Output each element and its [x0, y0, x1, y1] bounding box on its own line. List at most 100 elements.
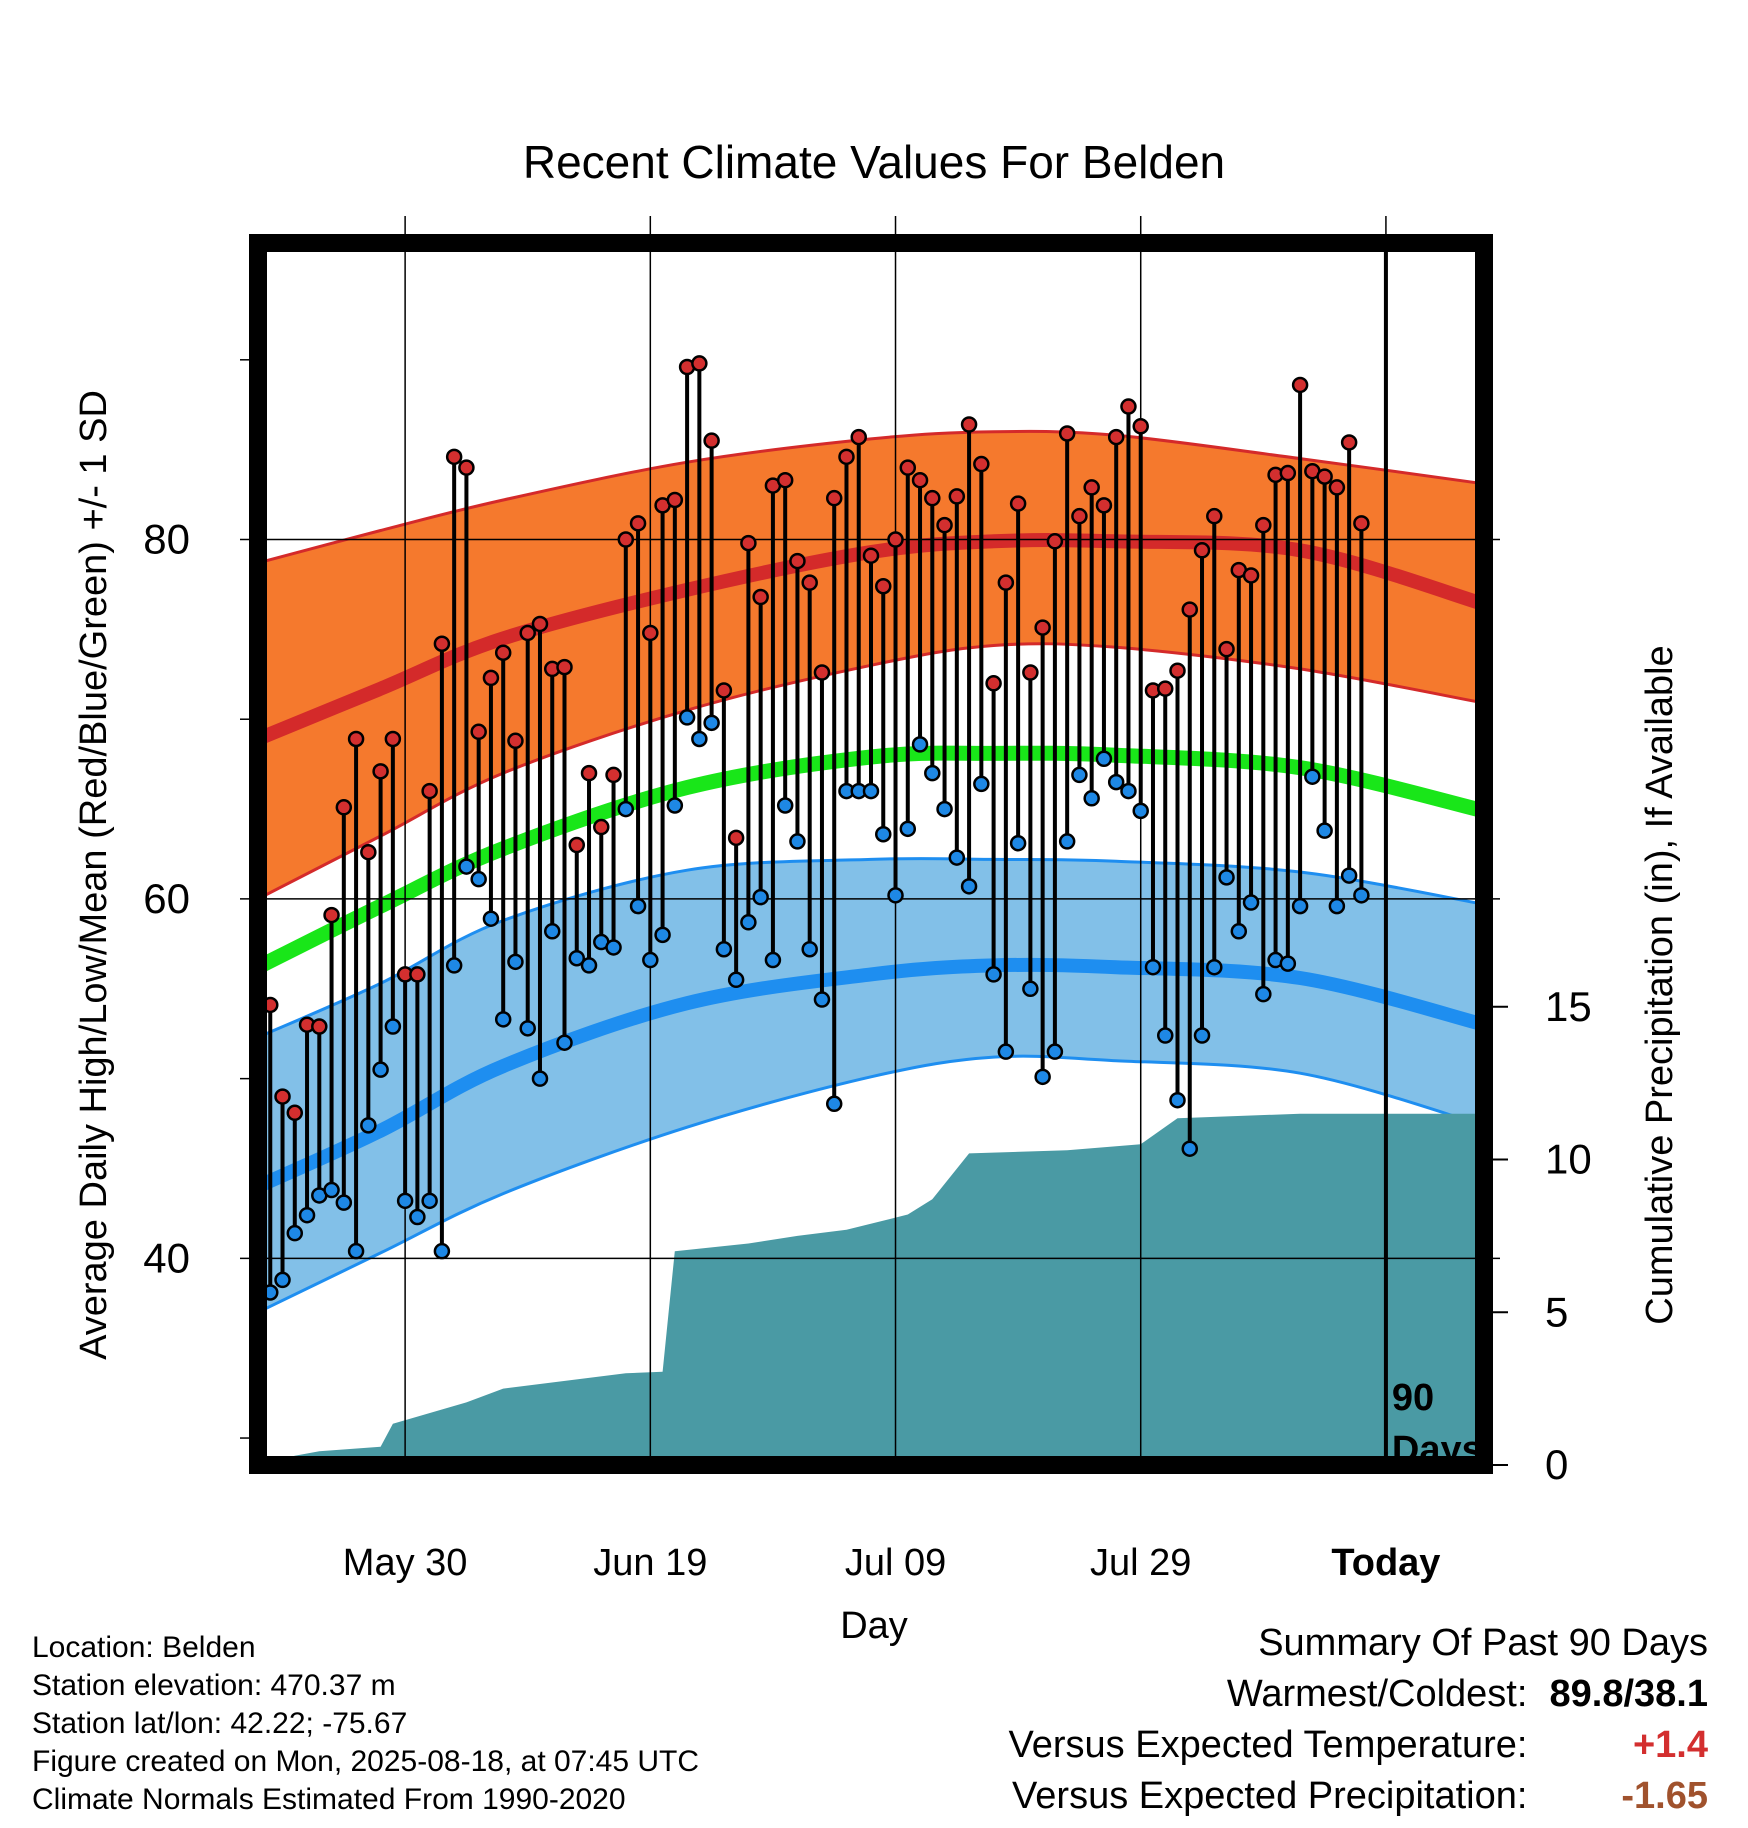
- y2-tick-label: 5: [1545, 1288, 1568, 1335]
- low-point: [654, 926, 671, 944]
- high-point: [445, 448, 463, 466]
- high-point: [1353, 515, 1370, 532]
- high-point: [519, 624, 536, 642]
- today-marker-label: 90: [1392, 1377, 1434, 1419]
- high-point: [556, 658, 573, 676]
- high-point: [1181, 601, 1199, 618]
- y-axis-label: Average Daily High/Low/Mean (Red/Blue/Gr…: [73, 390, 115, 1360]
- low-point: [1046, 1043, 1064, 1060]
- low-point: [936, 800, 953, 818]
- low-point: [1132, 802, 1149, 820]
- precip-value: -1.65: [1621, 1775, 1708, 1817]
- high-point: [311, 1018, 328, 1035]
- high-point: [936, 516, 953, 534]
- y-tick-label: 40: [143, 1234, 190, 1281]
- low-point: [347, 1242, 365, 1260]
- y2-tick-label: 10: [1545, 1136, 1592, 1183]
- high-point: [1095, 497, 1113, 514]
- high-point: [433, 635, 451, 652]
- low-point: [678, 709, 696, 726]
- high-point: [1328, 479, 1346, 496]
- low-point: [911, 736, 929, 753]
- low-point: [1316, 822, 1333, 839]
- station-info: Location: Belden Station elevation: 470.…: [32, 1629, 699, 1819]
- high-point: [789, 552, 806, 570]
- warm-cold-value: 89.8/38.1: [1549, 1673, 1708, 1715]
- high-point: [924, 489, 941, 507]
- low-point: [924, 764, 941, 782]
- high-point: [997, 574, 1015, 591]
- high-point: [409, 966, 426, 983]
- low-point: [1291, 897, 1309, 915]
- high-point: [1034, 619, 1051, 636]
- precip-label: Versus Expected Precipitation:: [1012, 1775, 1528, 1817]
- low-point: [470, 870, 487, 888]
- high-point: [605, 766, 622, 784]
- low-point: [396, 1192, 414, 1210]
- low-point: [985, 966, 1002, 983]
- low-point: [1169, 1091, 1186, 1109]
- warm-cold-label: Warmest/Coldest:: [1226, 1673, 1528, 1715]
- high-point: [507, 732, 524, 750]
- x-tick-label: May 30: [343, 1542, 468, 1584]
- low-point: [421, 1192, 438, 1210]
- low-point: [1193, 1027, 1211, 1044]
- low-point: [862, 782, 880, 800]
- high-point: [1255, 516, 1272, 534]
- high-point: [666, 491, 684, 509]
- high-point: [1169, 662, 1186, 679]
- low-point: [298, 1206, 316, 1224]
- high-point: [274, 1088, 291, 1105]
- high-point: [776, 471, 794, 489]
- elevation-text: Station elevation: 470.37 m: [32, 1669, 396, 1702]
- low-point: [642, 951, 659, 969]
- location-text: Location: Belden: [32, 1631, 256, 1664]
- high-point: [286, 1104, 304, 1122]
- low-point: [1328, 897, 1346, 915]
- high-point: [703, 432, 720, 449]
- high-point: [1156, 680, 1174, 697]
- low-point: [789, 833, 806, 850]
- high-point: [470, 723, 487, 741]
- high-point: [752, 588, 769, 606]
- y2-tick-label: 0: [1545, 1441, 1568, 1488]
- low-point: [531, 1070, 549, 1087]
- high-point: [593, 818, 610, 836]
- high-point: [691, 355, 708, 372]
- high-point: [875, 577, 892, 595]
- high-point: [458, 459, 475, 476]
- summary-warm-cold: Warmest/Coldest: 89.8/38.1: [1227, 1673, 1708, 1716]
- low-point: [1009, 834, 1027, 852]
- low-point: [776, 797, 794, 814]
- low-point: [825, 1095, 843, 1113]
- precip-area: [258, 1113, 1484, 1465]
- summary-title: Summary Of Past 90 Days: [1258, 1622, 1708, 1664]
- low-point: [323, 1181, 340, 1199]
- low-point: [973, 775, 990, 793]
- low-point: [433, 1242, 451, 1260]
- high-point: [1193, 542, 1211, 559]
- chart-title: Recent Climate Values For Belden: [523, 136, 1225, 188]
- low-point: [286, 1224, 304, 1242]
- high-point: [617, 531, 635, 548]
- high-point: [1340, 434, 1358, 451]
- low-point: [1218, 869, 1235, 886]
- high-point: [494, 644, 512, 661]
- low-point: [1083, 790, 1100, 807]
- high-point: [985, 675, 1002, 692]
- low-point: [1022, 980, 1039, 998]
- high-point: [580, 764, 598, 782]
- low-point: [715, 940, 733, 958]
- high-point: [862, 547, 880, 564]
- high-point: [740, 534, 757, 552]
- low-point: [494, 1011, 512, 1028]
- high-sd-band-upper-edge: [257, 429, 1485, 565]
- high-point: [372, 763, 389, 780]
- high-point: [973, 455, 990, 473]
- low-point: [617, 800, 635, 818]
- high-point: [1009, 495, 1027, 512]
- low-point: [1279, 955, 1297, 972]
- low-point: [1304, 768, 1321, 785]
- high-point: [1242, 567, 1260, 584]
